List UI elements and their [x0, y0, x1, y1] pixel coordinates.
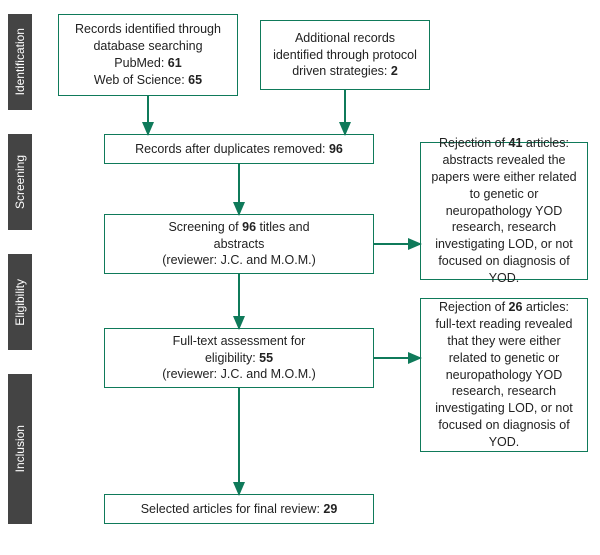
flow-box-b3: Records after duplicates removed: 96 — [104, 134, 374, 164]
flow-box-b7: Rejection of 41 articles:abstracts revea… — [420, 142, 588, 280]
stage-label-inclusion: Inclusion — [8, 374, 32, 524]
stage-label-screening: Screening — [8, 134, 32, 230]
flow-box-b1: Records identified throughdatabase searc… — [58, 14, 238, 96]
flow-box-b5: Full-text assessment foreligibility: 55(… — [104, 328, 374, 388]
flow-box-b4: Screening of 96 titles andabstracts(revi… — [104, 214, 374, 274]
flow-box-b2: Additional recordsidentified through pro… — [260, 20, 430, 90]
stage-label-identification: Identification — [8, 14, 32, 110]
flow-box-b8: Rejection of 26 articles:full-text readi… — [420, 298, 588, 452]
flow-box-b6: Selected articles for final review: 29 — [104, 494, 374, 524]
stage-label-eligibility: Eligibility — [8, 254, 32, 350]
